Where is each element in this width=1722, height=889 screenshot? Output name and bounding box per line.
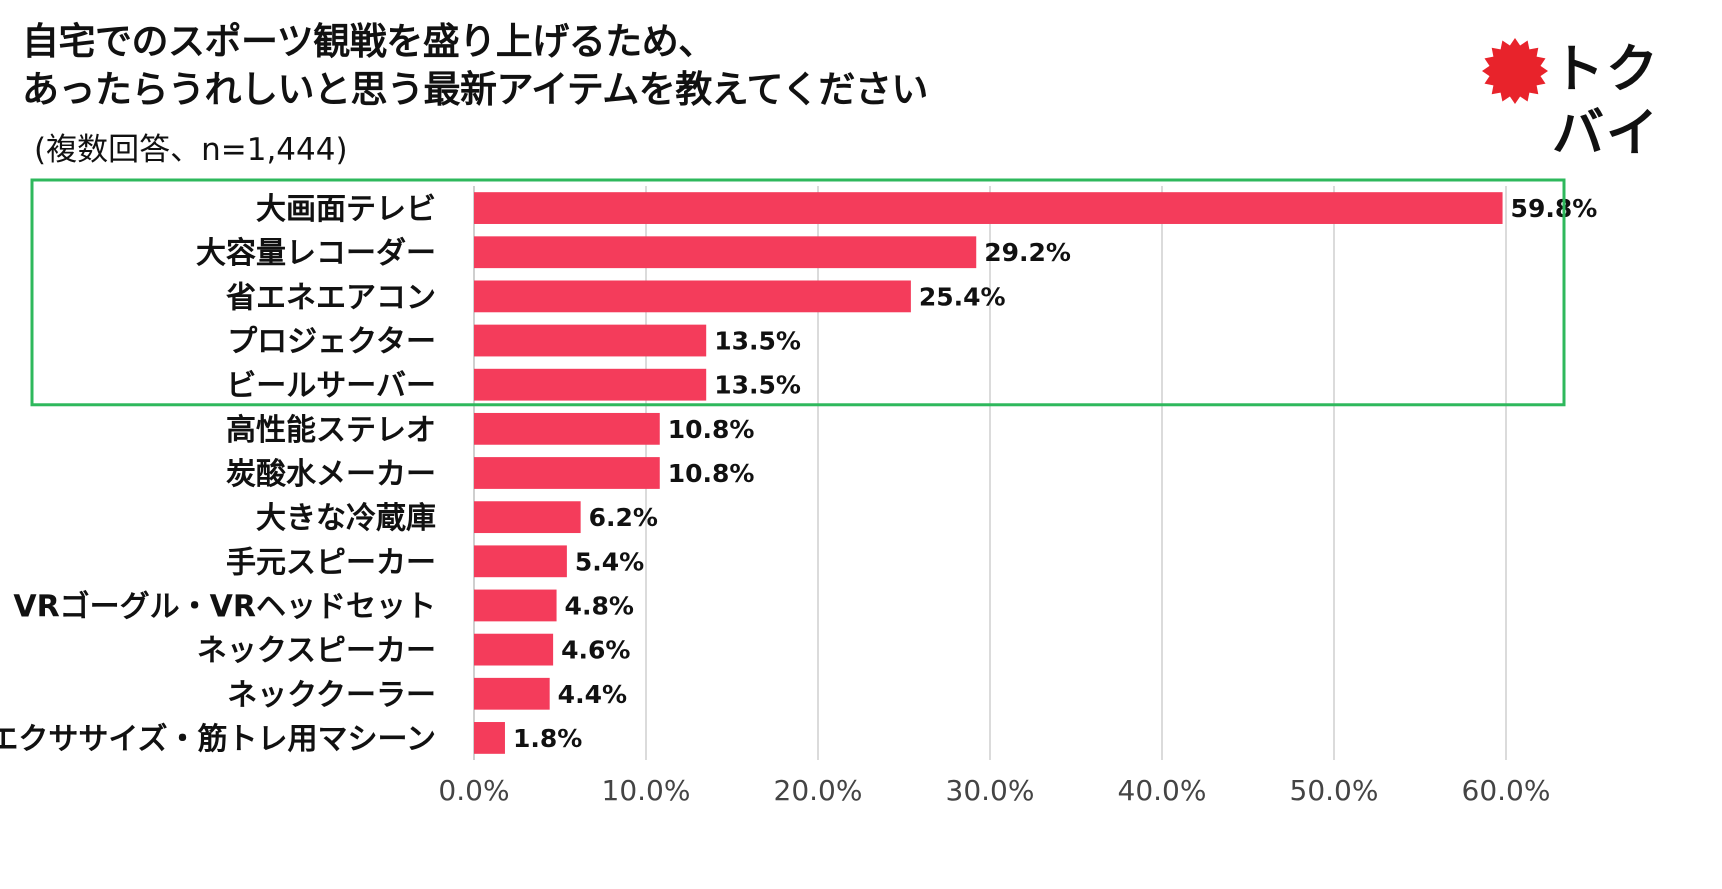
bar — [474, 280, 911, 313]
value-label: 13.5% — [714, 371, 801, 400]
value-label: 10.8% — [668, 459, 755, 488]
title-line-1: 自宅でのスポーツ観戦を盛り上げるため、 — [22, 20, 715, 63]
value-label: 29.2% — [984, 238, 1071, 267]
category-labels: 大画面テレビ大容量レコーダー省エネエアコンプロジェクタービールサーバー高性能ステ… — [0, 192, 436, 757]
logo-burst-icon — [1482, 38, 1548, 104]
category-label: プロジェクター — [227, 325, 436, 360]
value-labels: 59.8% 29.2% 25.4% 13.5% 13.5% 10.8% 10.8% 6.2% 5… — [513, 194, 1597, 753]
x-tick-label: 30.0% — [946, 774, 1035, 807]
category-label: 大きな冷蔵庫 — [256, 501, 436, 536]
value-label: 4.6% — [561, 636, 630, 665]
bar — [474, 633, 554, 666]
bar — [474, 457, 660, 489]
category-label: VRゴーグル・VRヘッドセット — [13, 589, 436, 624]
x-tick-label: 50.0% — [1290, 774, 1379, 807]
chart-subtitle: (複数回答、n=1,444) — [34, 132, 348, 168]
bar — [474, 589, 557, 622]
x-tick-label: 0.0% — [438, 774, 509, 807]
bar — [474, 324, 707, 357]
chart-title: 自宅でのスポーツ観戦を盛り上げるため、 あったらうれしいと思う最新アイテムを教え… — [22, 18, 928, 114]
category-label: 省エネエアコン — [226, 280, 436, 315]
category-label: 高性能ステレオ — [226, 413, 436, 448]
bar — [474, 722, 505, 754]
value-label: 6.2% — [589, 503, 658, 532]
category-label: ビールサーバー — [226, 369, 436, 404]
category-label: ネックスピーカー — [197, 634, 436, 669]
category-label: ネッククーラー — [227, 678, 436, 713]
category-label: エクササイズ・筋トレ用マシーン — [0, 722, 436, 757]
title-line-2: あったらうれしいと思う最新アイテムを教えてください — [22, 68, 928, 111]
logo-text: トクバイ — [1552, 40, 1661, 164]
x-tick-label: 60.0% — [1462, 774, 1551, 807]
highlight-box — [30, 178, 1566, 407]
category-label: 大画面テレビ — [256, 192, 436, 227]
tokubai-logo: トクバイ — [1480, 36, 1710, 164]
category-label: 大容量レコーダー — [196, 236, 436, 271]
category-label: 炭酸水メーカー — [226, 457, 436, 492]
bars — [474, 192, 1503, 754]
bar — [474, 236, 977, 269]
category-label: 手元スピーカー — [226, 545, 436, 580]
value-label: 5.4% — [575, 547, 644, 576]
bar — [474, 412, 660, 445]
value-label: 10.8% — [668, 415, 755, 444]
x-tick-label: 10.0% — [602, 774, 691, 807]
value-label: 1.8% — [513, 724, 582, 753]
bar — [474, 501, 581, 534]
value-label: 4.4% — [558, 680, 627, 709]
value-label: 59.8% — [1511, 194, 1598, 223]
bar — [474, 368, 707, 401]
value-label: 13.5% — [714, 327, 801, 356]
bar — [474, 545, 567, 578]
highlight-box-layer — [30, 178, 1566, 407]
x-axis-tick-labels: 0.0% 10.0% 20.0% 30.0% 40.0% 50.0% 60.0% — [438, 774, 1550, 807]
value-label: 4.8% — [565, 591, 634, 620]
x-tick-label: 40.0% — [1118, 774, 1207, 807]
bar — [474, 677, 550, 710]
value-label: 25.4% — [919, 282, 1006, 311]
bar — [474, 192, 1503, 224]
x-tick-label: 20.0% — [774, 774, 863, 807]
